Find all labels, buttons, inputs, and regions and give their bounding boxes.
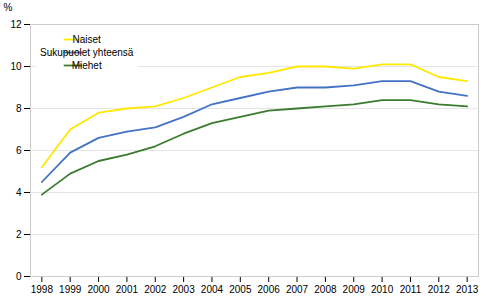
svg-text:2004: 2004 [201,284,224,295]
svg-text:2012: 2012 [428,284,451,295]
svg-text:2005: 2005 [229,284,252,295]
svg-text:0: 0 [16,271,22,282]
svg-text:1998: 1998 [31,284,54,295]
svg-text:6: 6 [16,145,22,156]
svg-text:Sukupuolet yhteensä: Sukupuolet yhteensä [40,47,134,58]
svg-text:2011: 2011 [400,284,422,295]
svg-text:4: 4 [16,187,22,198]
svg-text:12: 12 [10,19,22,30]
svg-text:Miehet: Miehet [72,60,102,71]
svg-text:Naiset: Naiset [73,34,102,45]
svg-text:8: 8 [16,103,22,114]
svg-text:2000: 2000 [87,284,110,295]
svg-text:2009: 2009 [343,284,366,295]
svg-text:10: 10 [10,61,22,72]
svg-text:2: 2 [16,229,22,240]
svg-text:%: % [4,2,13,13]
svg-text:2010: 2010 [371,284,394,295]
svg-text:2013: 2013 [456,284,479,295]
svg-text:2006: 2006 [258,284,281,295]
svg-text:2003: 2003 [172,284,195,295]
svg-text:2002: 2002 [144,284,167,295]
svg-text:1999: 1999 [59,284,82,295]
svg-text:2008: 2008 [314,284,337,295]
svg-text:2001: 2001 [116,284,139,295]
svg-text:2007: 2007 [286,284,309,295]
